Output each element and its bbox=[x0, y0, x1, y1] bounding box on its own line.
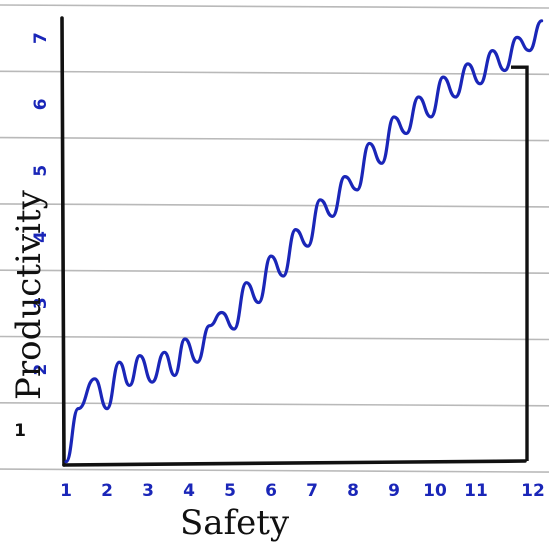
x-tick-label: 3 bbox=[142, 481, 154, 501]
x-tick-label: 10 bbox=[423, 481, 447, 501]
x-tick-label: 1 bbox=[60, 481, 72, 501]
y-tick-label: 6 bbox=[31, 98, 51, 110]
y-tick-label: 2 bbox=[31, 364, 51, 376]
ruled-line bbox=[0, 468, 549, 473]
x-tick-label: 11 bbox=[464, 481, 488, 501]
x-tick-label: 9 bbox=[388, 481, 400, 501]
y-axis-line bbox=[60, 16, 66, 467]
x-axis-line bbox=[62, 459, 527, 467]
x-tick-label: 8 bbox=[347, 481, 359, 501]
x-axis-title: Safety bbox=[180, 503, 290, 543]
x-tick-labels: 1 2 3 4 5 6 7 8 9 10 11 12 bbox=[60, 481, 545, 501]
ruled-line bbox=[0, 335, 549, 341]
x-tick-label: 5 bbox=[224, 481, 236, 501]
y-tick-label: 1 bbox=[14, 421, 26, 441]
y-tick-label: 3 bbox=[31, 297, 51, 309]
x-tick-label: 4 bbox=[183, 481, 195, 501]
x-tick-label: 2 bbox=[101, 481, 113, 501]
y-tick-labels: 1 2 3 4 5 6 7 bbox=[14, 32, 51, 441]
series-line bbox=[64, 19, 544, 464]
ruled-line bbox=[0, 401, 549, 407]
y-tick-label: 5 bbox=[31, 165, 51, 177]
x-tick-label: 12 bbox=[521, 481, 545, 501]
x-tick-label: 6 bbox=[265, 481, 277, 501]
ruled-line bbox=[0, 203, 549, 208]
x-tick-label: 7 bbox=[306, 481, 318, 501]
ruled-line bbox=[0, 70, 549, 76]
notebook-ruled-lines bbox=[0, 4, 549, 473]
y-axis-title: Productivity bbox=[9, 189, 49, 400]
ruled-line bbox=[0, 136, 549, 142]
vertical-drop-line bbox=[511, 65, 529, 461]
y-tick-label: 7 bbox=[31, 32, 51, 44]
y-tick-label: 4 bbox=[31, 231, 51, 243]
ruled-line bbox=[0, 4, 549, 9]
ruled-line bbox=[0, 269, 549, 275]
